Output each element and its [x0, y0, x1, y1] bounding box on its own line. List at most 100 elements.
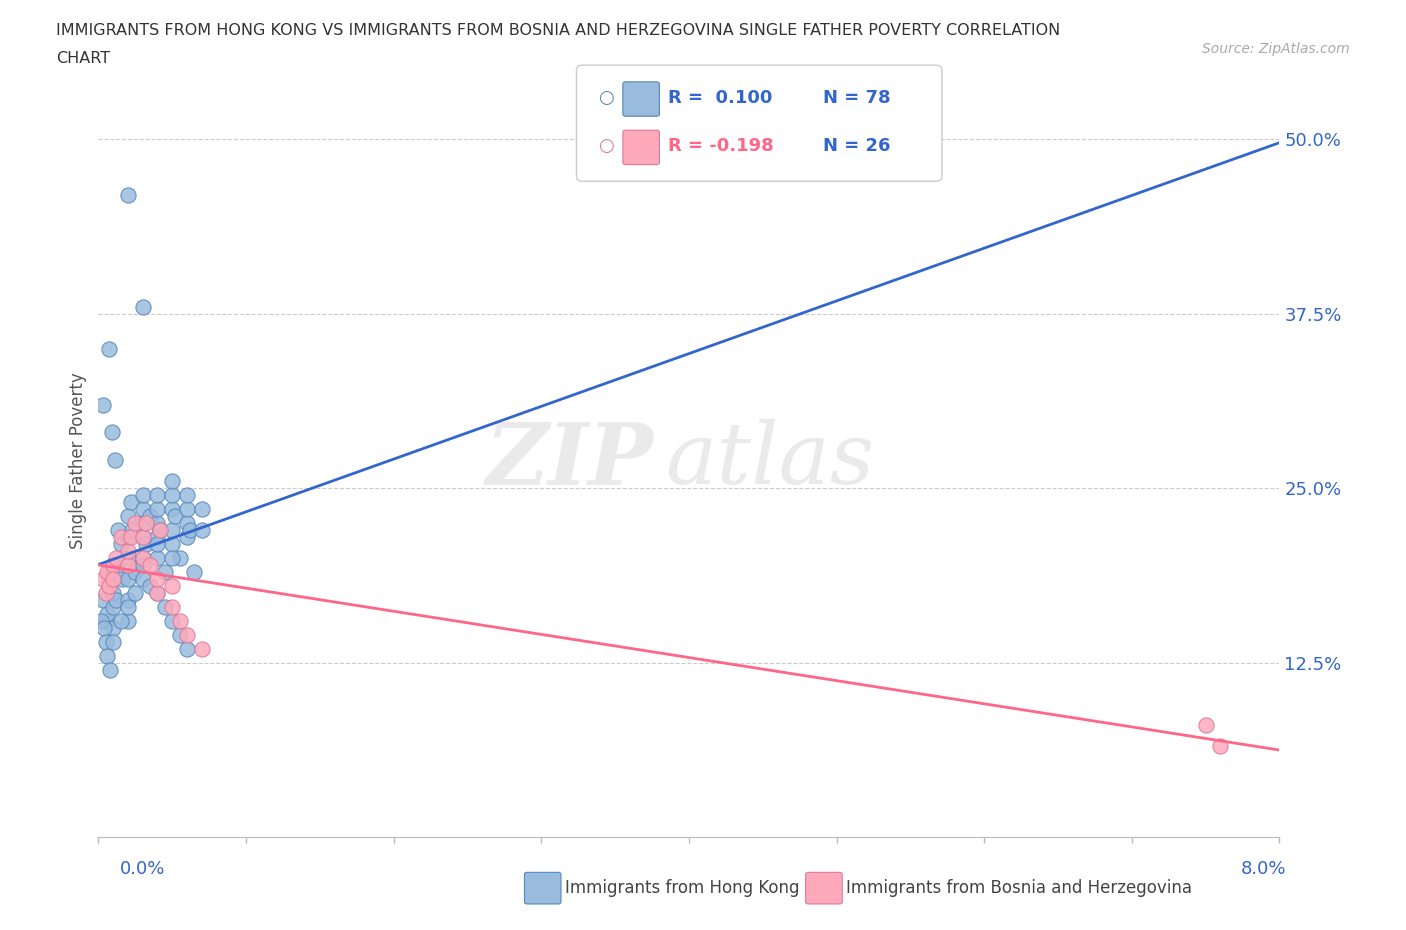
Point	[146, 586, 169, 601]
Point	[110, 614, 132, 629]
Text: 8.0%: 8.0%	[1241, 860, 1286, 878]
Point	[165, 509, 187, 524]
Point	[93, 620, 115, 635]
Point	[1209, 738, 1232, 753]
Text: Source: ZipAtlas.com: Source: ZipAtlas.com	[1202, 42, 1350, 56]
Point	[162, 474, 183, 489]
Point	[90, 614, 112, 629]
Point	[117, 558, 139, 573]
Point	[162, 523, 183, 538]
Point	[117, 551, 139, 565]
Point	[1195, 718, 1218, 733]
Point	[103, 571, 125, 587]
Point	[146, 586, 169, 601]
Point	[132, 558, 155, 573]
Point	[121, 523, 143, 538]
Point	[146, 530, 169, 545]
Point	[91, 592, 114, 607]
Point	[176, 515, 198, 530]
Point	[169, 628, 191, 643]
Point	[153, 565, 176, 579]
Point	[117, 509, 139, 524]
Point	[103, 634, 125, 649]
Text: R =  0.100: R = 0.100	[668, 88, 772, 107]
Point	[176, 502, 198, 517]
Point	[132, 530, 155, 545]
Point	[176, 530, 198, 545]
Point	[97, 578, 120, 593]
Point	[169, 614, 191, 629]
Point	[103, 586, 125, 601]
Point	[139, 558, 162, 573]
Point	[103, 558, 125, 573]
Point	[97, 341, 120, 356]
Point	[104, 453, 127, 468]
Point	[179, 523, 201, 538]
Point	[124, 586, 146, 601]
Point	[153, 600, 176, 615]
Point	[103, 571, 125, 587]
Text: ZIP: ZIP	[485, 418, 654, 502]
Point	[135, 537, 157, 551]
Point	[146, 571, 169, 587]
Point	[117, 592, 139, 607]
Point	[110, 530, 132, 545]
Point	[105, 592, 128, 607]
Point	[132, 299, 155, 314]
Point	[117, 571, 139, 587]
Point	[191, 642, 214, 657]
Point	[100, 425, 122, 440]
Point	[191, 523, 214, 538]
Point	[117, 614, 139, 629]
Text: CHART: CHART	[56, 51, 110, 66]
Text: ○: ○	[598, 88, 613, 107]
Point	[124, 515, 146, 530]
Point	[94, 614, 117, 629]
Point	[117, 530, 139, 545]
Point	[176, 642, 198, 657]
Text: ○: ○	[598, 137, 613, 155]
Point	[132, 488, 155, 503]
Point	[149, 523, 172, 538]
Point	[132, 530, 155, 545]
Point	[97, 578, 120, 593]
Text: atlas: atlas	[665, 419, 875, 501]
Point	[91, 397, 114, 412]
Point	[135, 515, 157, 530]
Point	[169, 551, 191, 565]
Y-axis label: Single Father Poverty: Single Father Poverty	[69, 372, 87, 549]
Point	[117, 543, 139, 558]
Text: N = 78: N = 78	[823, 88, 890, 107]
Point	[107, 523, 129, 538]
Point	[146, 488, 169, 503]
Point	[98, 565, 121, 579]
Point	[98, 662, 121, 677]
Point	[96, 648, 118, 663]
Point	[162, 551, 183, 565]
Point	[105, 551, 128, 565]
Point	[146, 502, 169, 517]
Point	[146, 537, 169, 551]
Point	[103, 620, 125, 635]
Point	[132, 502, 155, 517]
Point	[91, 571, 114, 587]
Point	[132, 551, 155, 565]
Text: R = -0.198: R = -0.198	[668, 137, 773, 155]
Point	[132, 551, 155, 565]
Point	[162, 537, 183, 551]
Point	[191, 502, 214, 517]
Point	[94, 586, 117, 601]
Text: Immigrants from Hong Kong: Immigrants from Hong Kong	[565, 879, 800, 897]
Point	[176, 488, 198, 503]
Point	[94, 634, 117, 649]
Point	[96, 606, 118, 621]
Point	[96, 565, 118, 579]
Point	[132, 571, 155, 587]
Point	[139, 578, 162, 593]
Point	[120, 495, 142, 510]
Point	[110, 537, 132, 551]
Point	[162, 600, 183, 615]
Text: N = 26: N = 26	[823, 137, 890, 155]
Point	[117, 188, 139, 203]
Point	[183, 565, 205, 579]
